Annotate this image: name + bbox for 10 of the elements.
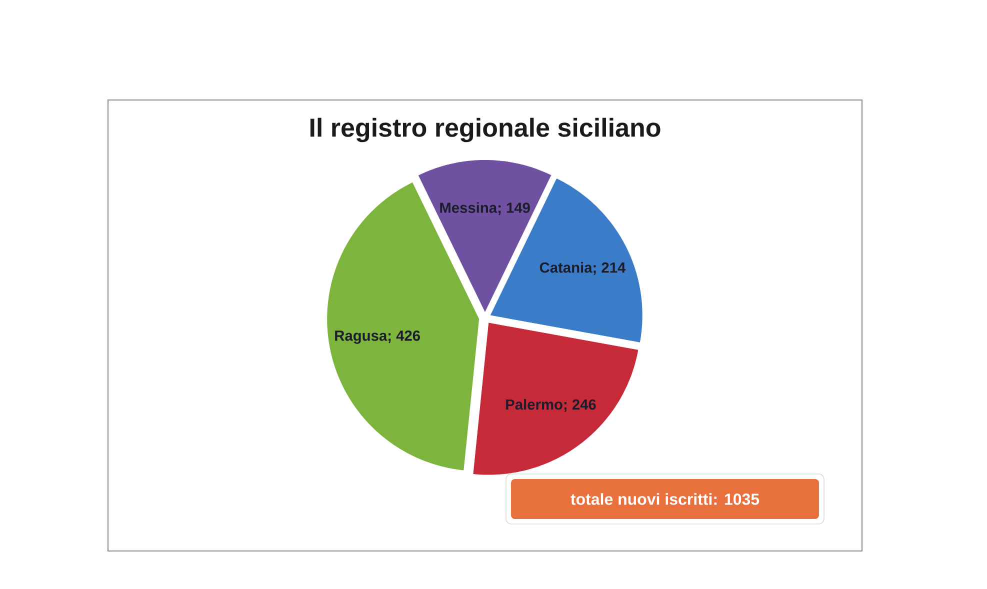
chart-title: Il registro regionale siciliano xyxy=(310,118,660,142)
slice-label: Catania xyxy=(540,262,592,273)
data-label: ; 214 xyxy=(594,262,626,275)
slice-label: Messina xyxy=(440,202,498,213)
slice-label: Ragusa xyxy=(335,330,388,344)
data-label: ; 426 xyxy=(388,330,420,343)
text: totale nuovi iscritti: 1035 xyxy=(570,493,760,505)
slice-label: Palermo xyxy=(506,398,562,410)
data-label: ; 149 xyxy=(498,202,530,216)
data-label: ; 246 xyxy=(564,399,596,412)
